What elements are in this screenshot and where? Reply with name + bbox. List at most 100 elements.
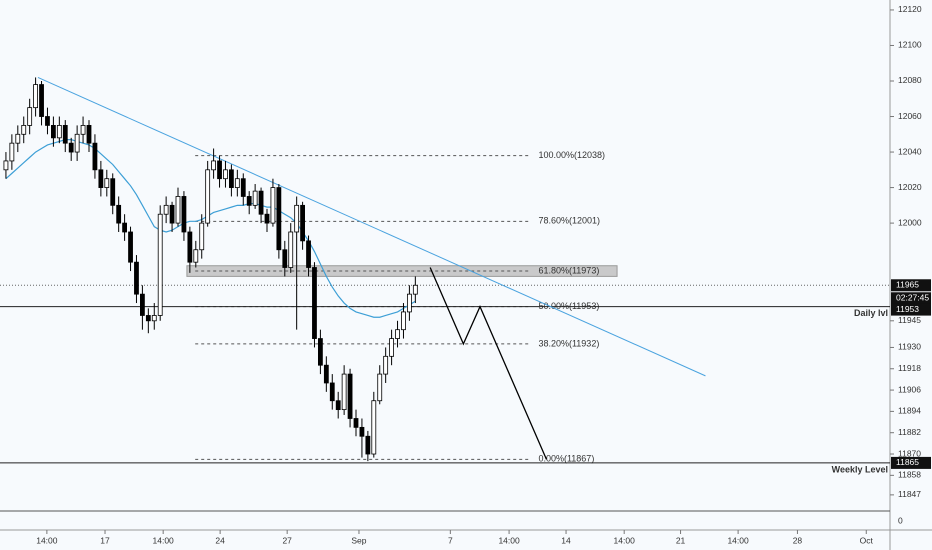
candle-body — [145, 315, 151, 322]
candle-body — [288, 231, 294, 268]
y-tick-label: 12040 — [898, 146, 922, 156]
candle-body — [282, 249, 288, 268]
y-tick-label: 11918 — [898, 363, 921, 373]
y-tick-label: 12080 — [898, 75, 922, 85]
x-tick-label: 28 — [793, 535, 803, 545]
y-tick-label: 11858 — [898, 470, 921, 480]
candle-body — [45, 116, 50, 126]
y-tick-label: 11930 — [898, 342, 921, 352]
level-name: Weekly Level — [832, 464, 888, 474]
candle-body — [157, 213, 163, 316]
candle-body — [27, 107, 33, 126]
y-tick-label: 12120 — [898, 4, 922, 14]
x-tick-label: Oct — [860, 535, 874, 545]
candle-body — [365, 435, 371, 455]
candle-body — [377, 373, 383, 402]
candle-body — [347, 373, 353, 419]
candle-body — [74, 133, 80, 153]
candle-body — [234, 178, 240, 188]
candle-body — [199, 222, 205, 251]
candle-body — [116, 204, 122, 224]
candle-body — [139, 293, 145, 316]
candle-body — [169, 204, 175, 224]
candle-body — [175, 196, 181, 224]
fib-label: 50.00%(11953) — [538, 301, 599, 311]
x-tick-label: 21 — [676, 535, 686, 545]
candle-body — [80, 125, 86, 135]
countdown-label-box — [891, 292, 931, 305]
y-tick-label: 12100 — [898, 40, 922, 50]
y-tick-label: 11870 — [898, 448, 921, 458]
candle-body — [39, 84, 44, 117]
candle-body — [264, 213, 270, 224]
y-tick-label: 12060 — [898, 111, 922, 121]
candle-body — [317, 338, 323, 366]
candle-body — [353, 418, 359, 428]
candle-body — [3, 160, 9, 171]
fib-label: 61.80%(11973) — [538, 265, 599, 275]
x-tick-label: 14:00 — [614, 535, 636, 545]
candle-body — [134, 261, 139, 295]
last-price-label: 11965 — [896, 280, 919, 290]
candle-body — [341, 373, 347, 411]
candle-body — [33, 84, 38, 109]
candle-body — [151, 315, 157, 322]
pane-tick-label: 0 — [898, 515, 903, 525]
level-price-label-box — [891, 456, 931, 469]
level-price-label: 11865 — [896, 457, 919, 467]
candle-body — [383, 355, 389, 375]
candle-body — [211, 160, 217, 171]
candle-body — [371, 400, 377, 455]
y-tick-label: 11906 — [898, 384, 921, 394]
candle-body — [252, 190, 258, 206]
x-tick-label: 14:00 — [498, 535, 520, 545]
candle-body — [323, 364, 329, 384]
candle-body — [205, 169, 211, 224]
candle-body — [104, 178, 110, 188]
candle-body — [270, 187, 276, 224]
candle-body — [181, 196, 187, 233]
fib-label: 38.20%(11932) — [538, 338, 599, 348]
level-price-label: 11953 — [896, 304, 919, 314]
candle-body — [223, 169, 228, 180]
candle-body — [276, 187, 282, 251]
last-price-label-box — [891, 279, 931, 292]
fib-label: 78.60%(12001) — [538, 216, 600, 226]
x-tick-label: 24 — [215, 535, 225, 545]
fib-label: 100.00%(12038) — [538, 150, 605, 160]
x-tick-label: 14:00 — [727, 535, 749, 545]
candle-body — [68, 142, 74, 153]
candle-body — [329, 382, 335, 402]
x-tick-label: 7 — [448, 535, 453, 545]
candle-body — [187, 231, 193, 263]
y-tick-label: 11894 — [898, 406, 921, 416]
candle-body — [193, 249, 199, 263]
trendline — [37, 76, 706, 377]
candle-body — [240, 178, 246, 197]
candle-body — [300, 204, 306, 242]
x-tick-label: 14:00 — [36, 535, 58, 545]
candle-body — [56, 125, 62, 139]
y-tick-label: 11882 — [898, 427, 921, 437]
y-tick-label: 11847 — [898, 489, 921, 499]
candle-body — [306, 240, 311, 268]
candle-body — [412, 284, 418, 295]
level-name: Daily lvl — [854, 308, 888, 318]
candle-body — [92, 142, 98, 171]
moving-average — [5, 139, 416, 318]
candle-body — [312, 267, 317, 339]
x-tick-label: Sep — [351, 535, 366, 545]
countdown-label: 02:27:45 — [896, 293, 929, 303]
candle-body — [395, 329, 400, 339]
y-tick-label: 12000 — [898, 217, 922, 227]
candle-body — [294, 204, 300, 233]
candle-body — [389, 338, 395, 357]
candle-body — [15, 133, 21, 144]
projection-path — [429, 267, 548, 460]
candle-body — [98, 169, 104, 188]
x-tick-label: 14:00 — [153, 535, 175, 545]
candle-body — [51, 125, 56, 139]
candle-body — [359, 426, 365, 437]
x-tick-label: 27 — [282, 535, 292, 545]
